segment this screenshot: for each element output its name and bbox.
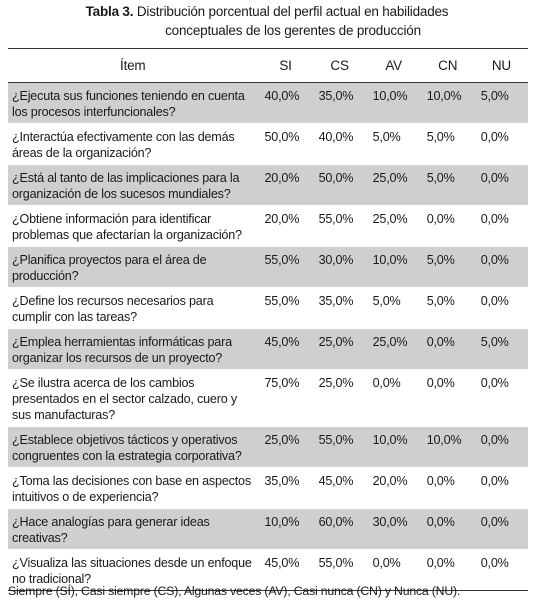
row-item-text: ¿Ejecuta sus funciones teniendo en cuent… <box>8 82 259 124</box>
row-value-av: 0,0% <box>372 556 401 570</box>
row-value-av: 0,0% <box>372 376 401 390</box>
row-value-cs: 30,0% <box>312 246 367 288</box>
table-row: ¿Hace analogías para generar ideas creat… <box>8 508 528 550</box>
caption-label: Tabla 3. <box>85 4 134 19</box>
row-value-nu: 0,0% <box>474 426 528 468</box>
row-value-av: 30,0% <box>366 508 421 550</box>
row-value-cn: 0,0% <box>420 508 475 550</box>
row-item-text: ¿Está al tanto de las implicaciones para… <box>8 164 259 206</box>
row-item-text: ¿Establece objetivos tácticos y operativ… <box>8 426 259 468</box>
row-value-av: 10,0% <box>366 82 421 124</box>
table-row: ¿Está al tanto de las implicaciones para… <box>8 164 528 206</box>
table-row: ¿Establece objetivos tácticos y operativ… <box>8 426 528 468</box>
header-item: Ítem <box>120 58 146 73</box>
row-item-text: ¿Visualiza las situaciones desde un enfo… <box>12 556 252 586</box>
row-value-nu: 0,0% <box>474 164 528 206</box>
row-item-text: ¿Obtiene información para identificar pr… <box>12 212 242 242</box>
row-value-cs: 35,0% <box>318 294 354 308</box>
row-item-text: ¿Emplea herramientas informáticas para o… <box>8 328 259 370</box>
row-value-av: 5,0% <box>372 294 401 308</box>
row-value-cs: 50,0% <box>312 164 367 206</box>
table-body: ¿Ejecuta sus funciones teniendo en cuent… <box>8 82 528 591</box>
row-item-text: ¿Se ilustra acerca de los cambios presen… <box>12 376 237 422</box>
row-value-av: 25,0% <box>366 328 421 370</box>
table-row: ¿Toma las decisiones con base en aspecto… <box>8 468 528 509</box>
data-table: Ítem SI CS AV CN NU ¿Ejecuta sus funcion… <box>8 48 528 591</box>
row-value-cs: 25,0% <box>312 328 367 370</box>
caption-title-line1: Distribución porcentual del perfil actua… <box>136 4 449 19</box>
row-value-cn: 0,0% <box>426 556 455 570</box>
row-value-cn: 0,0% <box>426 474 455 488</box>
row-value-cn: 0,0% <box>426 376 455 390</box>
row-value-si: 25,0% <box>258 426 313 468</box>
row-value-nu: 5,0% <box>474 82 528 124</box>
row-value-nu: 0,0% <box>480 376 509 390</box>
table-row: ¿Planifica proyectos para el área de pro… <box>8 246 528 288</box>
row-value-cs: 55,0% <box>318 212 354 226</box>
row-value-cn: 10,0% <box>420 426 475 468</box>
row-value-cn: 5,0% <box>426 130 455 144</box>
row-value-nu: 0,0% <box>480 212 509 226</box>
row-value-nu: 0,0% <box>480 474 509 488</box>
table-row: ¿Se ilustra acerca de los cambios presen… <box>8 370 528 427</box>
row-value-cn: 5,0% <box>426 294 455 308</box>
row-value-si: 55,0% <box>264 294 300 308</box>
row-value-cn: 0,0% <box>420 328 475 370</box>
row-value-nu: 0,0% <box>474 246 528 288</box>
table-caption: Tabla 3. Distribución porcentual del per… <box>0 2 534 40</box>
row-value-av: 10,0% <box>366 426 421 468</box>
row-value-si: 50,0% <box>264 130 300 144</box>
row-value-av: 5,0% <box>372 130 401 144</box>
table-row: ¿Visualiza las situaciones desde un enfo… <box>8 550 528 591</box>
row-value-av: 10,0% <box>366 246 421 288</box>
row-value-av: 20,0% <box>372 474 408 488</box>
table-header-row: Ítem SI CS AV CN NU <box>8 48 528 83</box>
row-item-text: ¿Interactúa efectivamente con las demás … <box>12 130 235 160</box>
row-value-nu: 0,0% <box>480 130 509 144</box>
row-value-cs: 60,0% <box>312 508 367 550</box>
header-av: AV <box>385 58 402 73</box>
table-row: ¿Define los recursos necesarios para cum… <box>8 288 528 329</box>
row-value-cs: 25,0% <box>318 376 354 390</box>
row-value-cs: 55,0% <box>312 426 367 468</box>
row-value-nu: 0,0% <box>474 508 528 550</box>
row-value-nu: 0,0% <box>480 556 509 570</box>
row-value-cn: 0,0% <box>426 212 455 226</box>
row-item-text: ¿Toma las decisiones con base en aspecto… <box>12 474 251 504</box>
row-value-cs: 40,0% <box>318 130 354 144</box>
row-value-si: 35,0% <box>264 474 300 488</box>
row-value-cn: 5,0% <box>420 246 475 288</box>
header-nu: NU <box>491 58 511 73</box>
table-row: ¿Interactúa efectivamente con las demás … <box>8 124 528 165</box>
table-footnote: Siempre (SÍ), Casi siempre (CS), Algunas… <box>8 584 461 598</box>
header-cs: CS <box>330 58 349 73</box>
header-si: SI <box>279 58 292 73</box>
row-value-cs: 55,0% <box>318 556 354 570</box>
header-cn: CN <box>438 58 458 73</box>
row-value-av: 25,0% <box>372 212 408 226</box>
row-item-text: ¿Planifica proyectos para el área de pro… <box>8 246 259 288</box>
row-value-si: 40,0% <box>258 82 313 124</box>
row-value-si: 20,0% <box>264 212 300 226</box>
table-row: ¿Obtiene información para identificar pr… <box>8 206 528 247</box>
row-value-si: 20,0% <box>258 164 313 206</box>
row-item-text: ¿Define los recursos necesarios para cum… <box>12 294 214 324</box>
caption-title-line2: conceptuales de los gerentes de producci… <box>165 23 421 38</box>
row-value-si: 45,0% <box>264 556 300 570</box>
row-value-si: 10,0% <box>258 508 313 550</box>
row-value-cn: 10,0% <box>420 82 475 124</box>
row-value-si: 45,0% <box>258 328 313 370</box>
row-value-cs: 35,0% <box>312 82 367 124</box>
table-row: ¿Emplea herramientas informáticas para o… <box>8 328 528 370</box>
row-value-si: 55,0% <box>258 246 313 288</box>
table-row: ¿Ejecuta sus funciones teniendo en cuent… <box>8 82 528 124</box>
row-value-nu: 0,0% <box>480 294 509 308</box>
row-value-nu: 5,0% <box>474 328 528 370</box>
row-item-text: ¿Hace analogías para generar ideas creat… <box>8 508 259 550</box>
row-value-cn: 5,0% <box>420 164 475 206</box>
row-value-cs: 45,0% <box>318 474 354 488</box>
row-value-si: 75,0% <box>264 376 300 390</box>
row-value-av: 25,0% <box>366 164 421 206</box>
